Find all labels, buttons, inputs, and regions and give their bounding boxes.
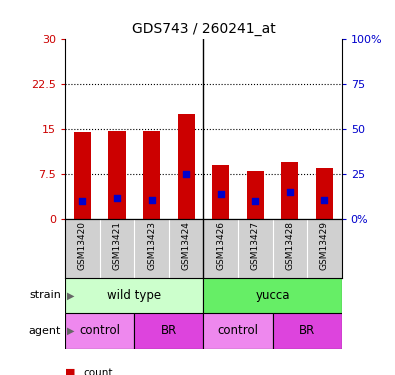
Bar — [134, 313, 203, 349]
Text: GSM13423: GSM13423 — [147, 221, 156, 270]
Bar — [316, 168, 333, 219]
Point — [79, 198, 86, 204]
Text: yucca: yucca — [255, 289, 290, 302]
Bar — [273, 313, 342, 349]
Text: GSM13426: GSM13426 — [216, 221, 225, 270]
Bar — [203, 313, 273, 349]
Point — [114, 195, 120, 201]
Bar — [65, 313, 134, 349]
Title: GDS743 / 260241_at: GDS743 / 260241_at — [132, 22, 275, 36]
Text: GSM13427: GSM13427 — [251, 221, 260, 270]
Bar — [281, 162, 299, 219]
Text: GSM13429: GSM13429 — [320, 221, 329, 270]
Bar — [65, 278, 203, 313]
Text: wild type: wild type — [107, 289, 162, 302]
Text: BR: BR — [299, 324, 315, 338]
Point — [149, 197, 155, 203]
Point — [183, 171, 189, 177]
Text: count: count — [83, 368, 113, 375]
Text: ▶: ▶ — [67, 290, 75, 300]
Text: GSM13424: GSM13424 — [182, 221, 191, 270]
Text: control: control — [218, 324, 258, 338]
Point — [321, 197, 327, 203]
Bar — [212, 165, 229, 219]
Point — [252, 198, 258, 204]
Point — [218, 191, 224, 197]
Bar — [203, 278, 342, 313]
Bar — [177, 114, 195, 219]
Text: control: control — [79, 324, 120, 338]
Text: GSM13420: GSM13420 — [78, 221, 87, 270]
Bar — [74, 132, 91, 219]
Bar — [108, 131, 126, 219]
Bar — [143, 131, 160, 219]
Text: strain: strain — [29, 290, 61, 300]
Text: GSM13421: GSM13421 — [113, 221, 122, 270]
Bar — [246, 171, 264, 219]
Text: ■: ■ — [65, 368, 76, 375]
Text: GSM13428: GSM13428 — [285, 221, 294, 270]
Text: ▶: ▶ — [67, 326, 75, 336]
Text: BR: BR — [161, 324, 177, 338]
Point — [287, 189, 293, 195]
Text: agent: agent — [29, 326, 61, 336]
